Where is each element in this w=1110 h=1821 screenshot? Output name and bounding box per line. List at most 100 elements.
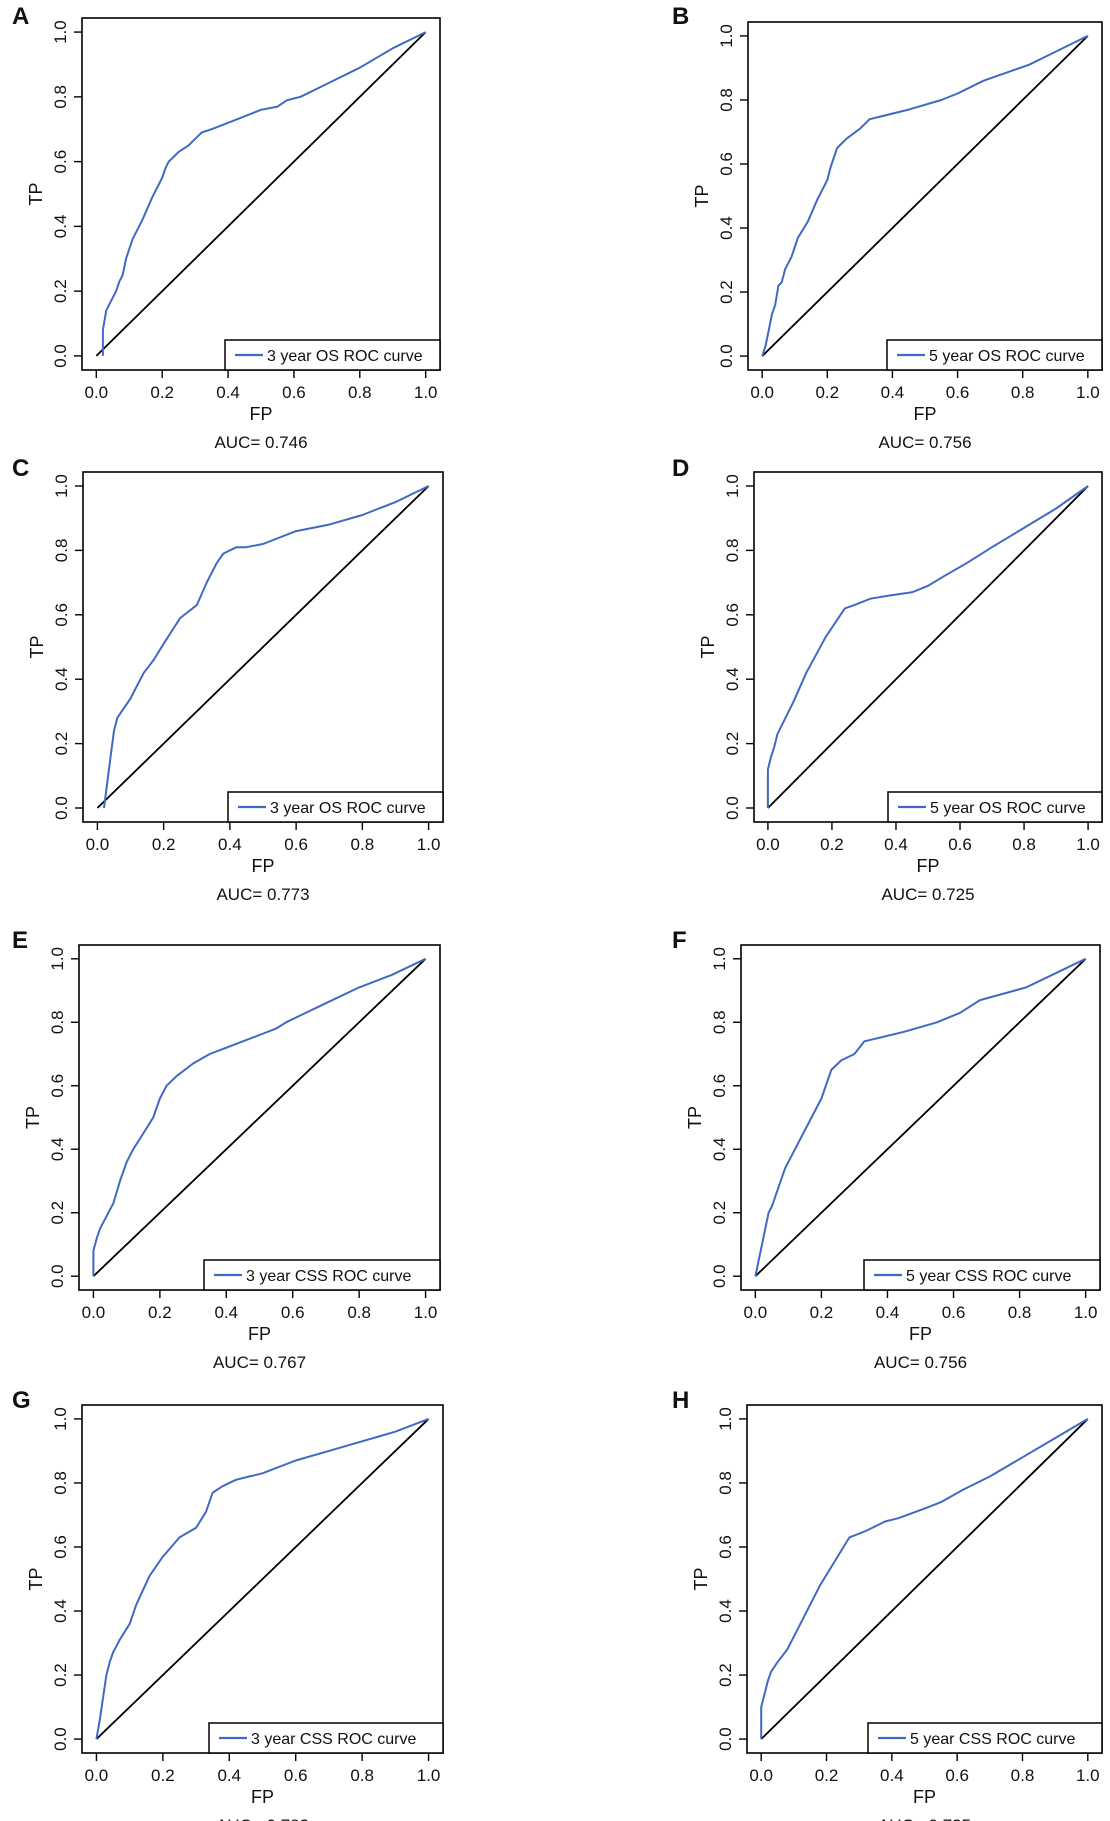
- reference-diagonal: [95, 1418, 430, 1740]
- x-tick-label: 0.4: [217, 1766, 241, 1785]
- y-tick-label: 1.0: [51, 20, 70, 44]
- reference-diagonal: [754, 958, 1087, 1277]
- x-tick-label: 0.6: [281, 1303, 305, 1322]
- y-tick-label: 0.4: [52, 667, 71, 691]
- x-tick-label: 0.6: [282, 383, 306, 402]
- y-tick-label: 0.8: [52, 539, 71, 563]
- panel-h: H 0.0 0.2 0.4 0.6 0.8 1.0 0.0 0.2 0.4 0.6 0.8 1.0 FP T…: [672, 1387, 1103, 1821]
- reference-diagonal: [92, 958, 427, 1277]
- y-tick-label: 0.2: [723, 732, 742, 756]
- x-tick-label: 0.8: [350, 1766, 374, 1785]
- auc-label: AUC= 0.783: [216, 1816, 309, 1821]
- auc-label: AUC= 0.773: [216, 885, 309, 904]
- legend-label: 5 year OS ROC curve: [930, 800, 1086, 817]
- auc-label: AUC= 0.767: [213, 1353, 306, 1372]
- x-tick-label: 1.0: [414, 383, 438, 402]
- x-tick-label: 1.0: [1076, 835, 1100, 854]
- reference-diagonal: [767, 485, 1089, 809]
- x-tick-label: 0.6: [948, 835, 972, 854]
- panel-label: F: [672, 927, 687, 954]
- x-axis-label: FP: [916, 856, 939, 876]
- x-tick-label: 0.2: [815, 383, 839, 402]
- x-axis-label: FP: [249, 404, 272, 424]
- x-tick-label: 1.0: [414, 1303, 438, 1322]
- legend-label: 3 year OS ROC curve: [267, 348, 423, 365]
- roc-curve-line: [766, 485, 1089, 808]
- reference-diagonal: [761, 35, 1089, 357]
- y-tick-label: 0.0: [716, 1727, 735, 1751]
- x-tick-label: 0.8: [347, 1303, 371, 1322]
- y-tick-label: 1.0: [710, 947, 729, 971]
- y-tick-label: 0.6: [716, 1535, 735, 1559]
- y-tick-label: 0.0: [51, 1727, 70, 1751]
- y-tick-label: 0.2: [51, 1663, 70, 1687]
- x-tick-label: 0.0: [756, 835, 780, 854]
- y-tick-label: 0.4: [723, 667, 742, 691]
- legend-box: [863, 1259, 1101, 1291]
- x-axis-label: FP: [913, 1787, 936, 1807]
- x-tick-label: 0.2: [810, 1303, 834, 1322]
- x-tick-label: 0.6: [284, 835, 308, 854]
- x-tick-label: 0.4: [216, 383, 240, 402]
- roc-curve-line: [754, 957, 1087, 1277]
- y-tick-label: 0.4: [716, 1599, 735, 1623]
- x-axis-label: FP: [909, 1324, 932, 1344]
- y-tick-label: 0.6: [48, 1074, 67, 1098]
- y-tick-label: 1.0: [48, 947, 67, 971]
- legend-label: 5 year OS ROC curve: [929, 348, 1085, 365]
- y-tick-label: 0.2: [48, 1201, 67, 1225]
- y-axis-label: TP: [691, 1567, 711, 1590]
- roc-curve-line: [95, 1417, 429, 1740]
- panel-label: D: [672, 455, 689, 482]
- y-axis-label: TP: [692, 184, 712, 207]
- y-tick-label: 0.4: [51, 215, 70, 239]
- y-tick-label: 0.6: [723, 603, 742, 627]
- legend-label: 3 year CSS ROC curve: [251, 1731, 416, 1748]
- x-tick-label: 0.0: [84, 383, 108, 402]
- y-tick-label: 1.0: [52, 474, 71, 498]
- x-tick-label: 0.0: [750, 383, 774, 402]
- reference-diagonal: [95, 31, 427, 357]
- x-tick-label: 0.8: [348, 383, 372, 402]
- x-tick-label: 0.2: [820, 835, 844, 854]
- auc-label: AUC= 0.756: [878, 433, 971, 452]
- legend-label: 5 year CSS ROC curve: [906, 1268, 1071, 1285]
- y-tick-label: 0.4: [710, 1137, 729, 1161]
- y-axis-label: TP: [685, 1106, 705, 1129]
- y-tick-label: 0.4: [48, 1137, 67, 1161]
- y-tick-label: 1.0: [716, 1407, 735, 1431]
- legend-box: [208, 1722, 444, 1754]
- x-tick-label: 0.2: [150, 383, 174, 402]
- y-tick-label: 0.8: [717, 88, 736, 112]
- y-tick-label: 1.0: [51, 1407, 70, 1431]
- x-tick-label: 0.6: [284, 1766, 308, 1785]
- panel-label: C: [12, 455, 29, 482]
- y-tick-label: 0.0: [48, 1264, 67, 1288]
- roc-curve-line: [761, 35, 1089, 357]
- auc-label: AUC= 0.756: [874, 1353, 967, 1372]
- y-tick-label: 0.8: [723, 539, 742, 563]
- x-tick-label: 0.0: [749, 1766, 773, 1785]
- roc-curve-line: [760, 1418, 1089, 1740]
- x-tick-label: 0.0: [744, 1303, 768, 1322]
- x-tick-label: 0.8: [1011, 1766, 1035, 1785]
- x-tick-label: 0.8: [351, 835, 375, 854]
- panel-label: A: [12, 3, 29, 30]
- panel-d: D 0.0 0.2 0.4 0.6 0.8 1.0 0.0 0.2 0.4 0.6 0.8 1.0 FP T…: [672, 455, 1103, 904]
- panel-label: B: [672, 3, 689, 30]
- panel-f: F 0.0 0.2 0.4 0.6 0.8 1.0 0.0 0.2 0.4 0.6 0.8 1.0 FP T…: [672, 927, 1101, 1372]
- auc-label: AUC= 0.725: [881, 885, 974, 904]
- auc-label: AUC= 0.735: [878, 1816, 971, 1821]
- x-tick-label: 0.2: [152, 835, 176, 854]
- x-axis-label: FP: [913, 404, 936, 424]
- roc-curve-line: [101, 31, 427, 356]
- x-tick-label: 0.0: [86, 835, 110, 854]
- x-tick-label: 0.4: [881, 383, 905, 402]
- x-tick-label: 0.4: [218, 835, 242, 854]
- y-axis-label: TP: [698, 635, 718, 658]
- x-tick-label: 0.0: [85, 1766, 109, 1785]
- y-tick-label: 0.4: [51, 1599, 70, 1623]
- y-tick-label: 0.6: [51, 1535, 70, 1559]
- y-tick-label: 0.6: [52, 603, 71, 627]
- x-tick-label: 0.2: [815, 1766, 839, 1785]
